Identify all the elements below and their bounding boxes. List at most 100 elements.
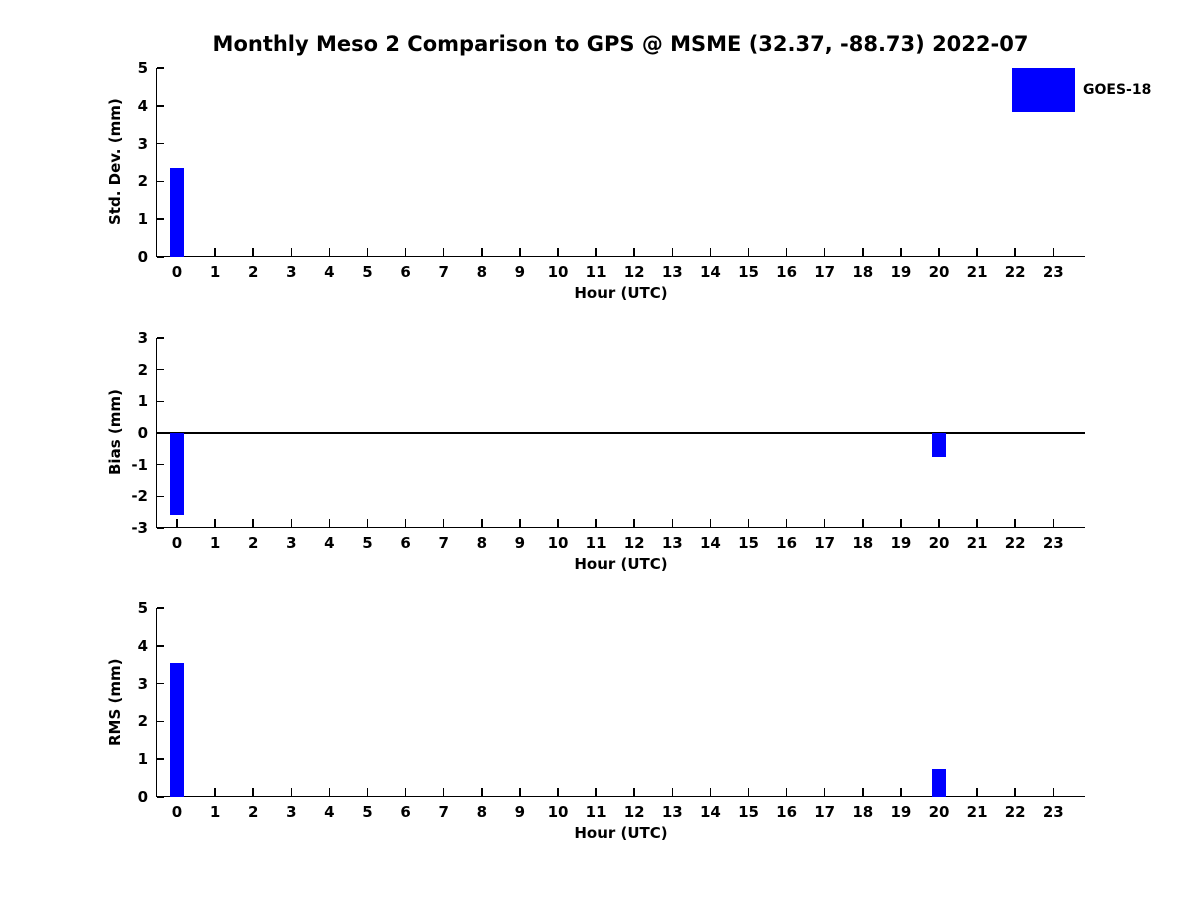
y-axis-label: Bias (mm) [106, 389, 124, 476]
y-axis-label: RMS (mm) [106, 658, 124, 746]
x-tick-label: 7 [438, 263, 449, 281]
x-tick-mark [290, 787, 293, 796]
x-tick-label: 12 [623, 534, 645, 552]
x-tick-mark [785, 518, 788, 527]
x-tick-mark [747, 518, 750, 527]
bar [170, 433, 184, 516]
y-tick-mark [157, 796, 164, 798]
x-tick-label: 23 [1042, 263, 1064, 281]
legend-label: GOES-18 [1083, 82, 1152, 98]
x-tick-label: 1 [209, 803, 221, 821]
x-tick-mark [633, 518, 635, 527]
y-tick-label: 5 [137, 599, 148, 617]
x-axis-label: Hour (UTC) [574, 284, 668, 302]
y-tick-mark [157, 720, 164, 723]
x-tick-label: 19 [890, 263, 912, 281]
x-tick-label: 9 [514, 263, 526, 281]
x-tick-mark [290, 518, 293, 527]
x-tick-mark [823, 787, 826, 796]
y-tick-label: -3 [131, 519, 148, 537]
x-tick-mark [938, 518, 940, 527]
y-tick-mark [157, 400, 164, 403]
y-tick-label: 4 [137, 636, 148, 655]
x-tick-mark [633, 247, 635, 256]
y-tick-mark [157, 180, 164, 183]
x-tick-mark [900, 247, 902, 256]
x-tick-label: 1 [209, 534, 221, 552]
y-tick-label: 2 [137, 360, 148, 379]
x-tick-mark [366, 247, 369, 256]
x-tick-mark [214, 518, 216, 527]
x-tick-mark [976, 247, 978, 256]
x-tick-mark [481, 518, 483, 527]
y-tick-label: 4 [137, 96, 148, 115]
x-tick-label: 2 [247, 263, 259, 281]
x-tick-label: 3 [286, 803, 297, 821]
x-tick-label: 21 [966, 803, 988, 821]
x-tick-mark [252, 518, 254, 527]
x-tick-label: 12 [623, 263, 645, 281]
chart-rms: 0 1 2 3 4 5 0 1 2 3 4 5 6 7 8 9 10 11 12 13 14 15 16 17 18 19 20 21… [106, 599, 1085, 842]
y-tick-label: -2 [131, 487, 148, 506]
x-tick-label: 5 [362, 803, 373, 821]
x-tick-mark [481, 787, 483, 796]
x-tick-mark [976, 787, 978, 796]
x-tick-label: 14 [699, 803, 721, 821]
x-tick-label: 15 [738, 534, 759, 552]
y-tick-label: 5 [137, 59, 148, 77]
legend: GOES-18 [1012, 68, 1151, 112]
x-tick-label: 18 [852, 534, 874, 552]
x-tick-mark [1052, 247, 1055, 256]
y-tick-mark [157, 256, 164, 258]
x-tick-label: 23 [1042, 803, 1064, 821]
y-tick-mark [157, 463, 164, 466]
y-tick-mark [157, 645, 164, 647]
y-tick-label: 3 [137, 329, 148, 347]
x-tick-label: 21 [966, 263, 988, 281]
x-tick-mark [214, 247, 216, 256]
x-tick-label: 7 [438, 803, 449, 821]
x-tick-label: 19 [890, 803, 912, 821]
bar [170, 168, 184, 257]
x-tick-label: 19 [890, 534, 912, 552]
y-tick-label: 3 [137, 134, 148, 153]
x-tick-label: 5 [362, 263, 373, 281]
x-tick-mark [176, 518, 178, 527]
x-tick-label: 21 [966, 534, 988, 552]
x-tick-label: 18 [852, 263, 874, 281]
x-tick-label: 15 [738, 803, 759, 821]
x-tick-label: 16 [776, 534, 798, 552]
y-tick-mark [157, 495, 164, 498]
y-tick-label: -1 [131, 455, 148, 474]
x-tick-mark [328, 787, 331, 796]
y-tick-mark [157, 218, 164, 220]
x-tick-label: 2 [247, 534, 259, 552]
y-tick-label: 0 [137, 788, 148, 806]
x-tick-label: 20 [928, 534, 950, 552]
x-tick-label: 22 [1004, 534, 1026, 552]
x-tick-label: 6 [400, 803, 411, 821]
y-tick-mark [157, 337, 164, 339]
x-tick-label: 5 [362, 534, 373, 552]
y-tick-label: 0 [137, 424, 148, 442]
x-tick-label: 9 [514, 803, 526, 821]
x-tick-mark [442, 518, 445, 527]
x-tick-label: 10 [547, 263, 569, 281]
y-tick-label: 1 [137, 392, 148, 411]
x-tick-label: 16 [776, 803, 798, 821]
x-tick-mark [595, 787, 597, 796]
legend-swatch [1012, 68, 1075, 112]
x-tick-label: 23 [1042, 534, 1064, 552]
x-tick-label: 20 [928, 803, 950, 821]
y-tick-mark [157, 368, 164, 371]
x-tick-label: 17 [814, 263, 836, 281]
x-tick-mark [442, 787, 445, 796]
x-tick-mark [404, 247, 407, 256]
figure-title: Monthly Meso 2 Comparison to GPS @ MSME … [212, 32, 1029, 56]
x-tick-label: 14 [699, 263, 721, 281]
x-tick-mark [709, 787, 712, 796]
bar [932, 768, 946, 797]
y-tick-mark [157, 758, 164, 760]
x-tick-label: 1 [209, 263, 221, 281]
